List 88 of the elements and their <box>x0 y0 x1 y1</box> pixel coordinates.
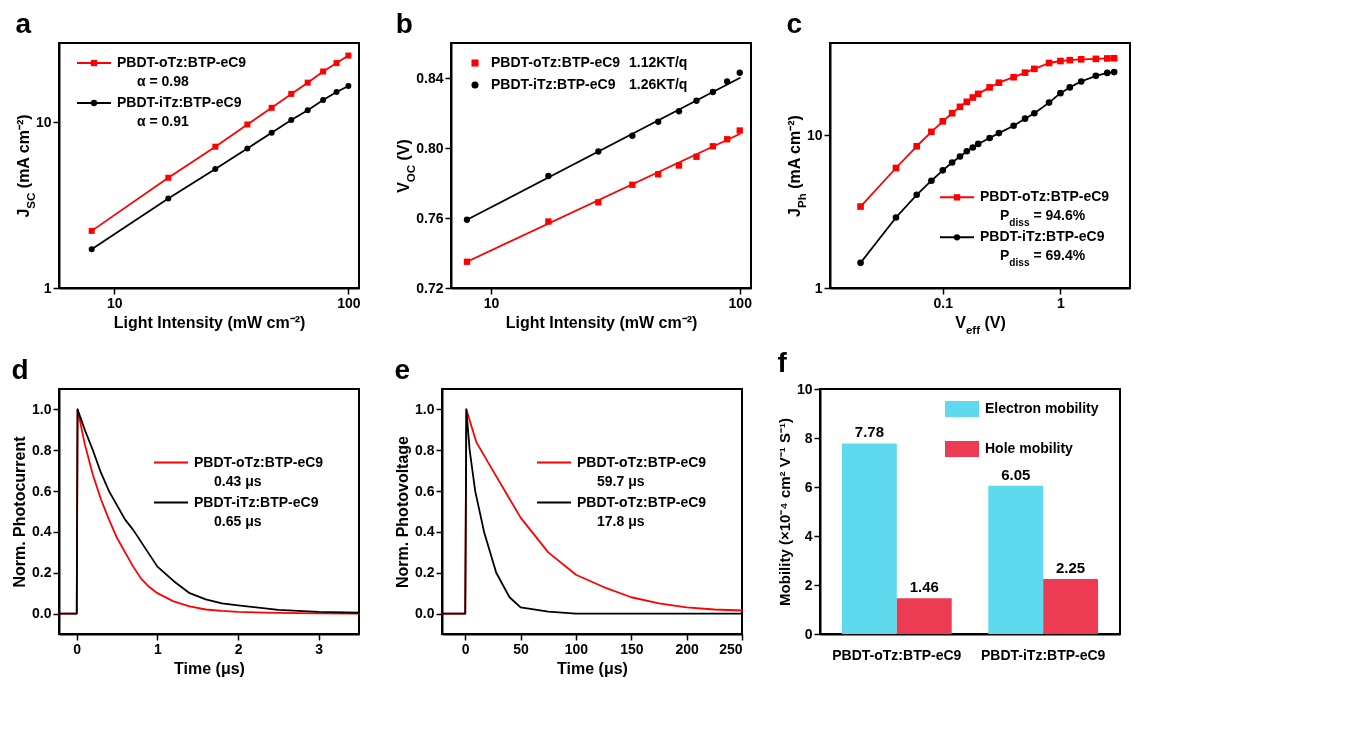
y-tick-label: 0.6 <box>415 482 435 499</box>
legend-label: PBDT-oTz:BTP-eC9 <box>194 453 324 470</box>
x-tick-label: 0.1 <box>933 294 954 311</box>
legend-label: PBDT-oTz:BTP-eC9 <box>117 54 247 70</box>
annotation: 1.26KT/q <box>629 76 688 92</box>
y-tick-label: 1.0 <box>32 400 52 417</box>
x-tick-label: 100 <box>564 640 589 657</box>
x-tick-label: 150 <box>620 640 644 657</box>
y-axis-title: Norm. Photovoltage <box>394 435 412 589</box>
legend-label: Hole mobility <box>985 440 1074 456</box>
y-tick-label: 0.8 <box>415 441 435 458</box>
x-axis-title: Light Intensity (mW cm⁻²) <box>113 313 306 331</box>
chart-title: c <box>786 8 803 39</box>
y-tick-label: 4 <box>804 527 813 544</box>
y-tick-label: 0.8 <box>32 441 52 458</box>
data-label: 1.46 <box>909 578 939 596</box>
chart-title: d <box>11 354 29 385</box>
y-tick-label: 0.84 <box>416 69 444 86</box>
x-tick-label: 100 <box>337 294 361 311</box>
annotation: P$_{diss}$ = 94.6% <box>1000 207 1086 228</box>
legend-label: PBDT-oTz:BTP-eC9 <box>980 188 1110 205</box>
y-axis-title: Norm. Photocurrent <box>11 435 29 588</box>
legend-label: PBDT-oTz:BTP-eC9 <box>491 54 621 70</box>
y-tick-label: 0.0 <box>32 605 52 622</box>
y-tick-label: 1 <box>43 279 52 296</box>
y-tick-label: 10 <box>35 113 52 130</box>
y-tick-label: 0.4 <box>415 523 435 540</box>
legend-label: Electron mobility <box>985 400 1099 416</box>
legend-label: PBDT-iTz:BTP-eC9 <box>194 493 319 510</box>
x-tick-label: 50 <box>513 640 530 657</box>
chart-title: e <box>394 354 411 385</box>
y-tick-label: 10 <box>806 126 823 143</box>
y-tick-label: 0.72 <box>416 279 444 296</box>
y-tick-label: 0.6 <box>32 482 52 499</box>
bar <box>896 598 952 634</box>
annotation: α = 0.98 <box>137 73 190 89</box>
x-tick-label: PBDT-oTz:BTP-eC9 <box>832 646 962 663</box>
y-tick-label: 0.76 <box>416 209 444 226</box>
x-axis-title: Time (μs) <box>557 659 628 677</box>
annotation: 59.7 μs <box>597 472 645 489</box>
legend-label: PBDT-iTz:BTP-eC9 <box>117 94 242 110</box>
y-tick-label: 2 <box>804 576 813 593</box>
x-tick-label: 100 <box>728 294 753 311</box>
annotation: 1.12KT/q <box>629 54 688 70</box>
annotation: 0.43 μs <box>214 472 262 489</box>
chart-title: b <box>395 8 413 39</box>
y-tick-label: 1 <box>814 279 823 296</box>
bar <box>988 485 1044 634</box>
x-tick-label: 1 <box>1057 294 1066 311</box>
annotation: P$_{diss}$ = 69.4% <box>1000 247 1086 268</box>
y-tick-label: 8 <box>804 429 813 446</box>
y-tick-label: 1.0 <box>415 400 435 417</box>
data-label: 7.78 <box>854 423 884 441</box>
x-tick-label: 2 <box>234 640 243 657</box>
legend-label: PBDT-iTz:BTP-eC9 <box>980 228 1105 245</box>
legend-label: PBDT-oTz:BTP-eC9 <box>577 493 707 510</box>
x-tick-label: 10 <box>107 294 123 311</box>
legend-label: PBDT-iTz:BTP-eC9 <box>491 76 616 92</box>
y-tick-label: 0.2 <box>415 564 435 581</box>
bar <box>841 443 897 634</box>
x-tick-label: 3 <box>315 640 324 657</box>
bar <box>1043 578 1099 634</box>
x-tick-label: 200 <box>675 640 700 657</box>
y-tick-label: 0.0 <box>415 605 435 622</box>
legend-label: PBDT-oTz:BTP-eC9 <box>577 453 707 470</box>
data-label: 2.25 <box>1056 558 1086 576</box>
x-tick-label: 0 <box>461 640 470 657</box>
y-tick-label: 0.2 <box>32 564 52 581</box>
x-tick-label: 10 <box>483 294 500 311</box>
y-tick-label: 6 <box>804 478 813 495</box>
x-axis-title: V$_{eff}$ (V) <box>955 313 1006 336</box>
annotation: 0.65 μs <box>214 512 262 529</box>
annotation: 17.8 μs <box>597 512 645 529</box>
y-tick-label: 10 <box>796 380 813 397</box>
annotation: α = 0.91 <box>137 113 190 129</box>
x-axis-title: Time (μs) <box>174 659 245 677</box>
data-label: 6.05 <box>1001 465 1031 483</box>
x-tick-label: 250 <box>719 640 743 657</box>
y-tick-label: 0 <box>804 625 813 642</box>
x-tick-label: 1 <box>153 640 162 657</box>
x-tick-label: PBDT-iTz:BTP-eC9 <box>980 646 1106 663</box>
y-axis-title: Mobility (×10⁻⁴ cm² V⁻¹ S⁻¹) <box>775 418 793 606</box>
chart-title: a <box>15 8 32 39</box>
y-tick-label: 0.80 <box>416 139 444 156</box>
y-tick-label: 0.4 <box>32 523 52 540</box>
x-axis-title: Light Intensity (mW cm⁻²) <box>505 313 698 331</box>
chart-title: f <box>777 347 788 378</box>
x-tick-label: 0 <box>73 640 82 657</box>
